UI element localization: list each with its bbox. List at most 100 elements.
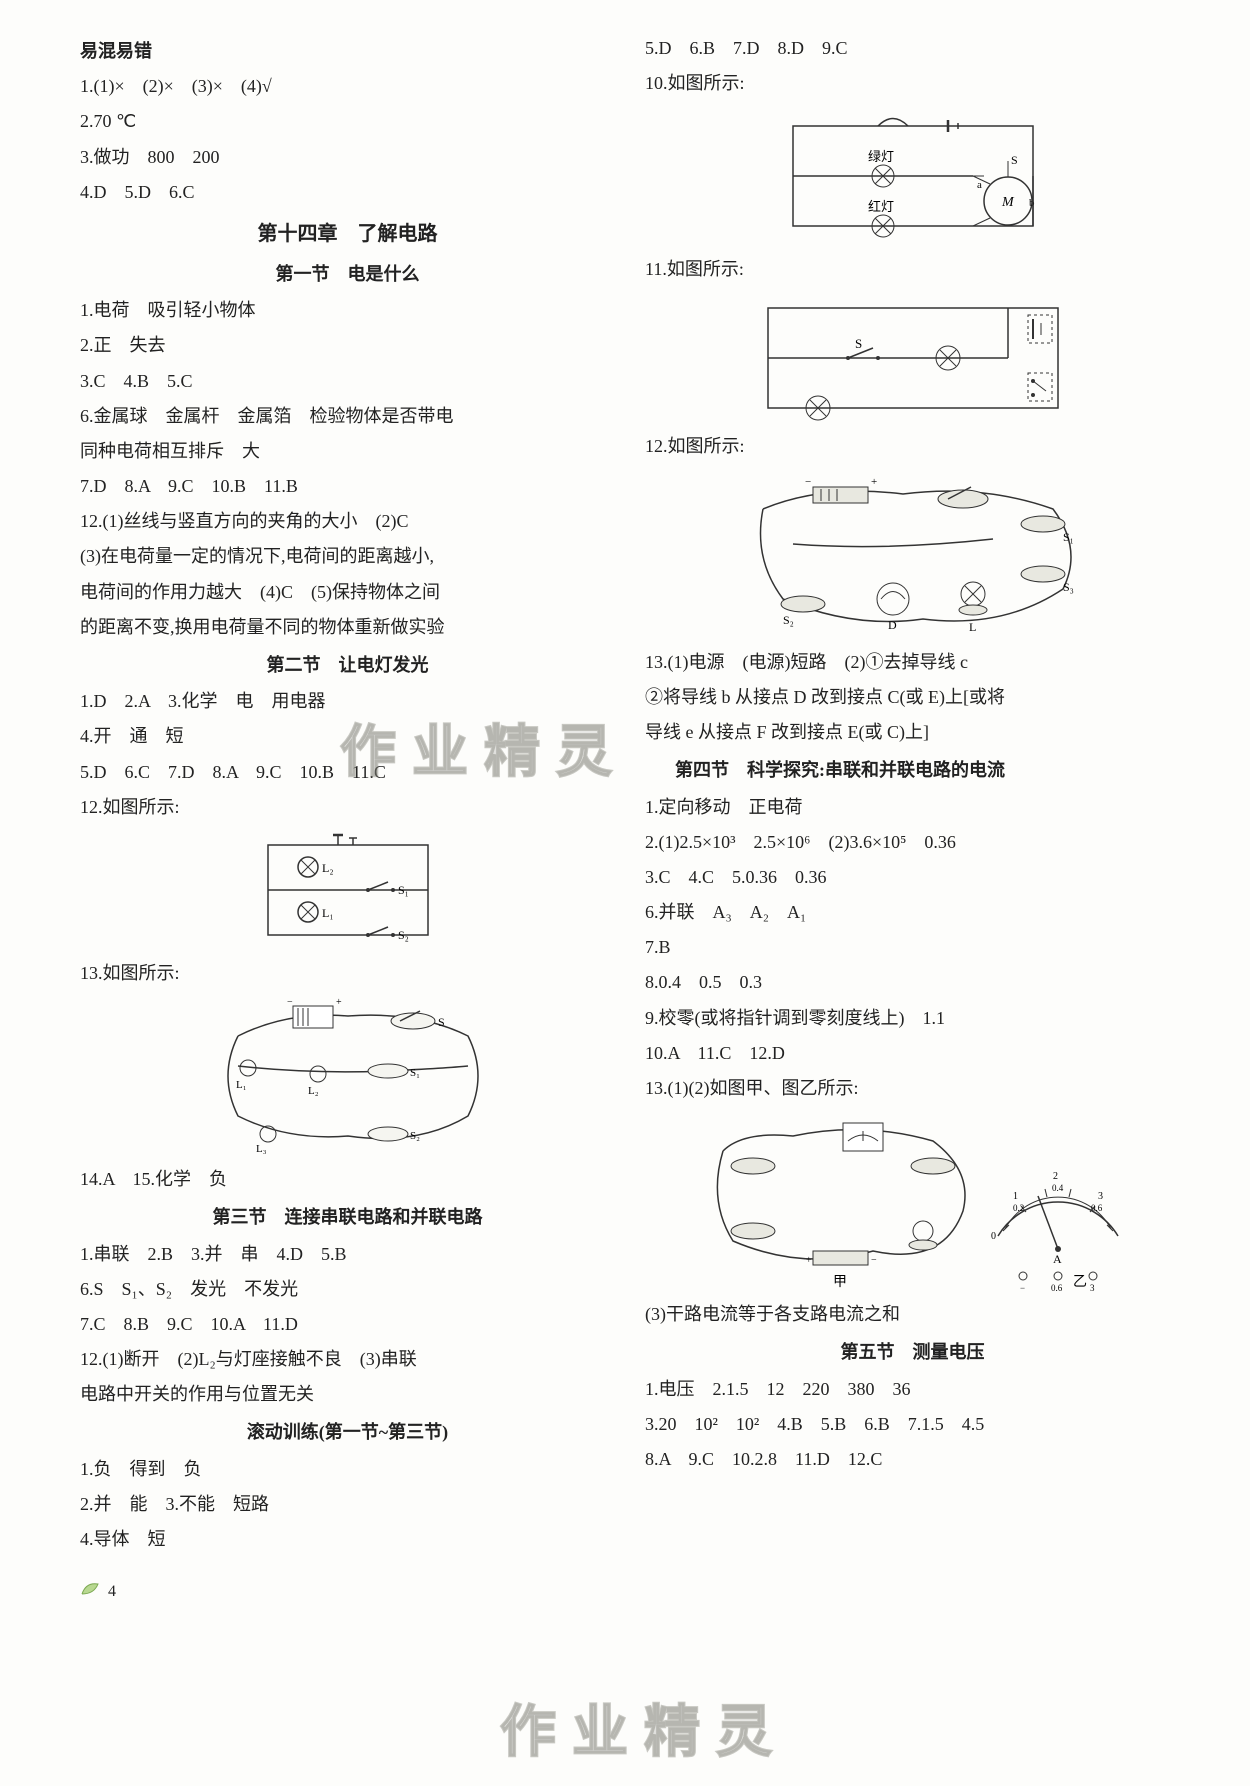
answer-line: 1.(1)× (2)× (3)× (4)√ — [80, 69, 615, 103]
svg-text:3: 3 — [1098, 1191, 1103, 1202]
svg-text:S₁: S₁ — [1063, 530, 1074, 544]
svg-text:S: S — [438, 1015, 445, 1029]
svg-text:−: − — [871, 1255, 877, 1266]
svg-text:S: S — [1011, 153, 1018, 167]
section-header: 易混易错 — [80, 34, 615, 68]
svg-text:M: M — [1001, 195, 1015, 210]
svg-text:S₁: S₁ — [410, 1067, 420, 1079]
answer-line: 3.做功 800 200 — [80, 140, 615, 174]
answer-line: 5.D 6.B 7.D 8.D 9.C — [645, 31, 1180, 65]
answer-line: 8.A 9.C 10.2.8 11.D 12.C — [645, 1442, 1180, 1476]
page-number-text: 4 — [108, 1583, 116, 1600]
answer-line: 12.(1)断开 (2)L₂与灯座接触不良 (3)串联 — [80, 1342, 615, 1376]
svg-text:−: − — [1020, 1283, 1025, 1291]
section-title: 第二节 让电灯发光 — [80, 648, 615, 682]
svg-text:D: D — [888, 618, 897, 632]
svg-text:红灯: 红灯 — [868, 199, 894, 214]
section-title: 第一节 电是什么 — [80, 257, 615, 291]
svg-text:S₂: S₂ — [783, 613, 794, 627]
svg-text:0.6: 0.6 — [1091, 1203, 1103, 1213]
answer-line: 12.(1)丝线与竖直方向的夹角的大小 (2)C — [80, 504, 615, 538]
switch-label: S₂ — [398, 928, 409, 942]
answer-line: 3.C 4.B 5.C — [80, 364, 615, 398]
answer-line: 导线 e 从接点 F 改到接点 E(或 C)上] — [645, 715, 1180, 749]
left-column: 易混易错 1.(1)× (2)× (3)× (4)√ 2.70 ℃ 3.做功 8… — [80, 30, 615, 1557]
chapter-title: 第十四章 了解电路 — [80, 215, 615, 253]
lamp-label: L₂ — [322, 861, 334, 875]
svg-text:0.4: 0.4 — [1052, 1183, 1064, 1193]
circuit-figure-11: S — [645, 293, 1180, 423]
lamp-label: L₁ — [322, 906, 334, 920]
svg-text:+: + — [806, 1255, 812, 1266]
svg-text:绿灯: 绿灯 — [868, 149, 894, 164]
answer-line: 6.金属球 金属杆 金属箔 检验物体是否带电 — [80, 399, 615, 433]
svg-text:+: + — [336, 997, 342, 1008]
answer-line: 7.C 8.B 9.C 10.A 11.D — [80, 1307, 615, 1341]
svg-text:S: S — [855, 336, 862, 351]
answer-line: 10.A 11.C 12.D — [645, 1036, 1180, 1070]
answer-line: 2.(1)2.5×10³ 2.5×10⁶ (2)3.6×10⁵ 0.36 — [645, 825, 1180, 859]
svg-text:L₃: L₃ — [256, 1143, 267, 1155]
answer-line: 13.(1)(2)如图甲、图乙所示: — [645, 1071, 1180, 1105]
answer-line: (3)干路电流等于各支路电流之和 — [645, 1297, 1180, 1331]
leaf-icon — [80, 1577, 100, 1607]
answer-line: 7.B — [645, 930, 1180, 964]
answer-line: 2.70 ℃ — [80, 104, 615, 138]
answer-line: 4.开 通 短 — [80, 719, 615, 753]
answer-line: 12.如图所示: — [80, 790, 615, 824]
answer-line: 12.如图所示: — [645, 429, 1180, 463]
right-column: 5.D 6.B 7.D 8.D 9.C 10.如图所示: — [645, 30, 1180, 1557]
answer-line: 2.正 失去 — [80, 328, 615, 362]
circuit-figure-13b: + − 甲 — [645, 1111, 1180, 1291]
answer-line: 3.C 4.C 5.0.36 0.36 — [645, 860, 1180, 894]
answer-line: 5.D 6.C 7.D 8.A 9.C 10.B 11.C — [80, 755, 615, 789]
svg-text:0.2: 0.2 — [1013, 1203, 1024, 1213]
svg-text:L₁: L₁ — [236, 1079, 247, 1091]
answer-line: 1.定向移动 正电荷 — [645, 790, 1180, 824]
svg-text:+: + — [871, 476, 877, 488]
answer-line: 14.A 15.化学 负 — [80, 1162, 615, 1196]
svg-text:2: 2 — [1053, 1171, 1058, 1182]
answer-line: 电荷间的作用力越大 (4)C (5)保持物体之间 — [80, 575, 615, 609]
svg-text:A: A — [1053, 1252, 1062, 1266]
circuit-figure-10: 绿灯 红灯 M a b S — [645, 106, 1180, 246]
svg-text:−: − — [805, 476, 811, 488]
svg-text:b: b — [1029, 197, 1035, 209]
answer-line: 1.串联 2.B 3.并 串 4.D 5.B — [80, 1237, 615, 1271]
answer-line: 7.D 8.A 9.C 10.B 11.B — [80, 469, 615, 503]
answer-line: (3)在电荷量一定的情况下,电荷间的距离越小, — [80, 539, 615, 573]
svg-text:乙: 乙 — [1073, 1274, 1087, 1290]
page-number: 4 — [80, 1577, 1180, 1607]
answer-line: 同种电荷相互排斥 大 — [80, 434, 615, 468]
answer-line: 8.0.4 0.5 0.3 — [645, 965, 1180, 999]
answer-line: 13.(1)电源 (电源)短路 (2)①去掉导线 c — [645, 645, 1180, 679]
svg-text:S₃: S₃ — [1063, 580, 1074, 594]
answer-line: 1.D 2.A 3.化学 电 用电器 — [80, 684, 615, 718]
section-title: 滚动训练(第一节~第三节) — [80, 1415, 615, 1449]
section-title: 第五节 测量电压 — [645, 1335, 1180, 1369]
watermark: 作业精灵 — [500, 1680, 788, 1786]
svg-text:−: − — [287, 997, 293, 1008]
svg-text:S₂: S₂ — [410, 1130, 420, 1142]
svg-text:3: 3 — [1090, 1283, 1095, 1291]
answer-line: 3.20 10² 10² 4.B 5.B 6.B 7.1.5 4.5 — [645, 1407, 1180, 1441]
answer-line: 电路中开关的作用与位置无关 — [80, 1377, 615, 1411]
answer-line: 的距离不变,换用电荷量不同的物体重新做实验 — [80, 610, 615, 644]
answer-line: ②将导线 b 从接点 D 改到接点 C(或 E)上[或将 — [645, 680, 1180, 714]
svg-text:1: 1 — [1013, 1191, 1018, 1202]
svg-text:a: a — [977, 179, 982, 191]
answer-line: 2.并 能 3.不能 短路 — [80, 1487, 615, 1521]
circuit-figure-12: L₂ L₁ S₁ S₂ — [80, 830, 615, 950]
circuit-figure-13: − + S L₁ L₂ S₁ L₃ — [80, 996, 615, 1156]
circuit-figure-12b: − + S₁ S₃ S₂ D — [645, 469, 1180, 639]
answer-line: 11.如图所示: — [645, 252, 1180, 286]
svg-text:甲: 甲 — [833, 1275, 847, 1290]
answer-line: 6.S S₁、S₂ 发光 不发光 — [80, 1272, 615, 1306]
section-title: 第三节 连接串联电路和并联电路 — [80, 1200, 615, 1234]
answer-line: 1.负 得到 负 — [80, 1452, 615, 1486]
svg-text:L: L — [969, 620, 976, 634]
svg-text:L₂: L₂ — [308, 1085, 319, 1097]
answer-line: 4.D 5.D 6.C — [80, 175, 615, 209]
section-title: 第四节 科学探究:串联和并联电路的电流 — [645, 753, 1180, 787]
svg-text:0.6: 0.6 — [1051, 1283, 1063, 1291]
